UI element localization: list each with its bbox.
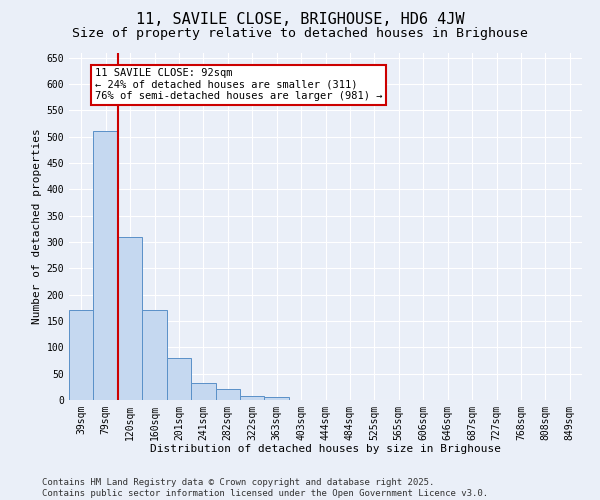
Bar (191, 382, 215, 400)
Bar (142, 310, 167, 400)
Bar (240, 396, 265, 400)
Bar (215, 390, 240, 400)
X-axis label: Distribution of detached houses by size in Brighouse: Distribution of detached houses by size … (150, 444, 501, 454)
Y-axis label: Number of detached properties: Number of detached properties (32, 128, 43, 324)
Text: Contains HM Land Registry data © Crown copyright and database right 2025.
Contai: Contains HM Land Registry data © Crown c… (42, 478, 488, 498)
Bar (167, 358, 191, 400)
Bar (265, 398, 289, 400)
Bar (69, 310, 94, 400)
Text: 11 SAVILE CLOSE: 92sqm
← 24% of detached houses are smaller (311)
76% of semi-de: 11 SAVILE CLOSE: 92sqm ← 24% of detached… (95, 68, 382, 102)
Text: 11, SAVILE CLOSE, BRIGHOUSE, HD6 4JW: 11, SAVILE CLOSE, BRIGHOUSE, HD6 4JW (136, 12, 464, 28)
Bar (118, 237, 142, 400)
Text: Size of property relative to detached houses in Brighouse: Size of property relative to detached ho… (72, 28, 528, 40)
Bar (94, 132, 118, 400)
